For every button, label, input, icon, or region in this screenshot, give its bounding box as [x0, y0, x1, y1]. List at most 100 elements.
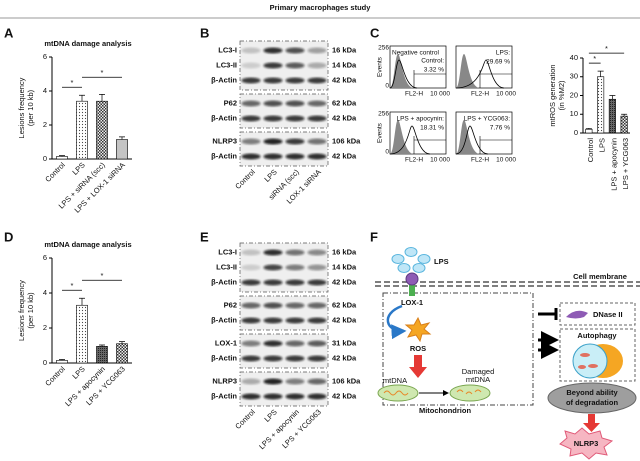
band: [241, 77, 261, 84]
blot-size: 106 kDa: [332, 376, 361, 385]
sample-histogram: [389, 125, 431, 155]
blot-label: NLRP3: [212, 136, 237, 145]
blot-label: β-Actin: [211, 75, 237, 84]
blot-box: [239, 333, 329, 369]
blot-size: 42 kDa: [332, 277, 357, 286]
band: [241, 355, 261, 362]
lps-particle: [391, 254, 405, 264]
blot-size: 16 kDa: [332, 247, 357, 256]
panel-letter: F: [370, 229, 378, 244]
chart-title: mtDNA damage analysis: [44, 39, 131, 48]
significance-label: *: [71, 281, 74, 290]
band: [285, 279, 305, 286]
blot-label: P62: [224, 98, 237, 107]
y-axis-label: Lesions frequency: [17, 280, 26, 341]
blot-label: β-Actin: [211, 151, 237, 160]
band: [285, 249, 305, 256]
y-axis-min: 0: [385, 149, 389, 156]
cargo: [578, 365, 586, 369]
sample-histogram: [455, 59, 505, 89]
blot-label: LOX-1: [215, 338, 237, 347]
band: [285, 340, 305, 347]
blot-label: β-Actin: [211, 353, 237, 362]
blot-box: [239, 131, 329, 167]
cell-box: [382, 292, 534, 406]
band: [263, 302, 283, 309]
blot-size: 42 kDa: [332, 113, 357, 122]
error-bar: [621, 113, 628, 117]
band: [263, 153, 283, 160]
gate: [479, 136, 512, 154]
band: [241, 279, 261, 286]
error-bar: [59, 359, 65, 361]
x-axis-max: 10 000: [496, 91, 516, 98]
y-axis-min: 0: [385, 83, 389, 90]
ros-star: [404, 316, 432, 343]
panel-letter: D: [4, 229, 13, 244]
receptor-head: [405, 272, 419, 286]
y-tick-label: 40: [570, 53, 578, 62]
y-axis-max: 256: [378, 111, 389, 118]
band: [307, 393, 327, 400]
mtdna-fragment: [456, 389, 482, 395]
band: [285, 115, 305, 122]
gate: [413, 136, 446, 154]
plot-label: LPS:: [496, 50, 510, 57]
autophagosome: [572, 343, 608, 379]
mtdna-strand: [383, 390, 409, 396]
blot-label: β-Actin: [211, 315, 237, 324]
blot-label: NLRP3: [212, 376, 237, 385]
blot-label: β-Actin: [211, 391, 237, 400]
significance-label: *: [605, 44, 608, 53]
blot-box: [239, 371, 329, 407]
blot-label: β-Actin: [211, 277, 237, 286]
mitochondrion-label: Mitochondrion: [419, 406, 471, 415]
y-tick-label: 6: [43, 52, 47, 61]
lane-label: LPS: [262, 407, 278, 423]
blot-size: 62 kDa: [332, 98, 357, 107]
cargo: [580, 353, 590, 357]
receptor-label: LOX-1: [401, 298, 423, 307]
band: [285, 355, 305, 362]
y-axis-label: mtROS generation: [548, 64, 557, 126]
bar: [76, 304, 88, 364]
band: [241, 340, 261, 347]
significance-label: *: [71, 78, 74, 87]
y-tick-label: 10: [570, 109, 578, 118]
band: [307, 317, 327, 324]
panel-letter: A: [4, 25, 14, 40]
y-axis-label: Events: [377, 122, 384, 143]
band: [263, 317, 283, 324]
band: [241, 378, 261, 385]
negative-histogram: [390, 54, 414, 88]
arrow: [583, 414, 600, 432]
error-bar: [99, 94, 105, 102]
band: [307, 355, 327, 362]
panel-letter: E: [200, 229, 209, 244]
band: [307, 378, 327, 385]
y-tick-label: 2: [43, 120, 47, 129]
band: [263, 355, 283, 362]
cargo: [588, 364, 598, 368]
bar: [56, 156, 68, 160]
blot-box: [239, 93, 329, 129]
plot-percent: 3.32 %: [424, 67, 444, 74]
lane-label: Control: [233, 407, 257, 431]
x-tick-label: LPS + YCG063: [621, 138, 630, 189]
error-bar: [79, 94, 85, 102]
band: [285, 378, 305, 385]
band: [241, 393, 261, 400]
band: [263, 378, 283, 385]
error-bar: [119, 341, 125, 344]
figure-title: Primary macrophages study: [270, 3, 372, 12]
dnase-box: [559, 302, 636, 326]
nlrp3-label: NLRP3: [574, 439, 599, 448]
lps-particle: [397, 263, 411, 273]
lane-label: LPS: [262, 167, 278, 183]
error-bar: [597, 70, 604, 77]
band: [263, 77, 283, 84]
chart-title: mtDNA damage analysis: [44, 240, 131, 249]
bar: [608, 98, 616, 134]
band: [307, 62, 327, 69]
